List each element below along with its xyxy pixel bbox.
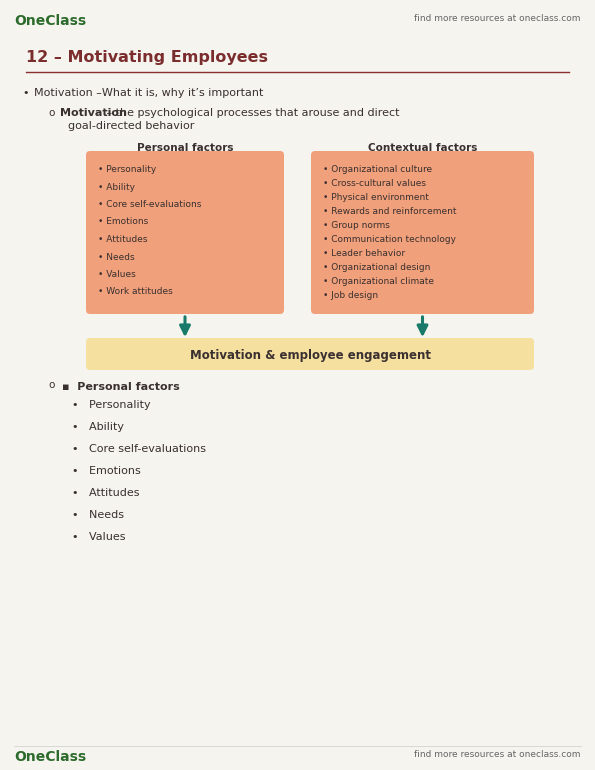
- Text: Contextual factors: Contextual factors: [368, 143, 477, 153]
- Text: • Attitudes: • Attitudes: [98, 235, 148, 244]
- FancyBboxPatch shape: [86, 338, 534, 370]
- Text: find more resources at oneclass.com: find more resources at oneclass.com: [415, 14, 581, 23]
- Text: •   Personality: • Personality: [72, 400, 151, 410]
- Text: o: o: [48, 108, 54, 118]
- Text: Personal factors: Personal factors: [137, 143, 233, 153]
- Text: o: o: [48, 380, 54, 390]
- Text: goal-directed behavior: goal-directed behavior: [68, 121, 195, 131]
- Text: • Rewards and reinforcement: • Rewards and reinforcement: [323, 207, 456, 216]
- Text: • Physical environment: • Physical environment: [323, 193, 429, 202]
- Text: •   Ability: • Ability: [72, 422, 124, 432]
- Text: • Organizational climate: • Organizational climate: [323, 277, 434, 286]
- Text: • Emotions: • Emotions: [98, 217, 148, 226]
- Text: – the psychological processes that arouse and direct: – the psychological processes that arous…: [103, 108, 399, 118]
- Text: find more resources at oneclass.com: find more resources at oneclass.com: [415, 750, 581, 759]
- Text: • Leader behavior: • Leader behavior: [323, 249, 405, 258]
- Text: • Ability: • Ability: [98, 182, 135, 192]
- Text: • Core self-evaluations: • Core self-evaluations: [98, 200, 201, 209]
- Text: •: •: [22, 88, 29, 98]
- FancyBboxPatch shape: [311, 151, 534, 314]
- Text: •   Values: • Values: [72, 532, 126, 542]
- Text: • Needs: • Needs: [98, 253, 134, 262]
- Text: • Work attitudes: • Work attitudes: [98, 287, 173, 296]
- Text: • Group norms: • Group norms: [323, 221, 390, 230]
- Text: •   Emotions: • Emotions: [72, 466, 141, 476]
- FancyBboxPatch shape: [86, 151, 284, 314]
- Text: •   Attitudes: • Attitudes: [72, 488, 139, 498]
- Text: • Organizational culture: • Organizational culture: [323, 165, 432, 174]
- Text: Motivation & employee engagement: Motivation & employee engagement: [189, 349, 431, 361]
- Text: ▪  Personal factors: ▪ Personal factors: [62, 382, 180, 392]
- Text: •   Core self-evaluations: • Core self-evaluations: [72, 444, 206, 454]
- Text: Motivation –What it is, why it’s important: Motivation –What it is, why it’s importa…: [34, 88, 264, 98]
- Text: • Organizational design: • Organizational design: [323, 263, 430, 272]
- Text: • Communication technology: • Communication technology: [323, 235, 456, 244]
- Text: •   Needs: • Needs: [72, 510, 124, 520]
- Text: • Personality: • Personality: [98, 165, 156, 174]
- Text: • Job design: • Job design: [323, 291, 378, 300]
- Text: 12 – Motivating Employees: 12 – Motivating Employees: [26, 50, 268, 65]
- Text: • Cross-cultural values: • Cross-cultural values: [323, 179, 426, 188]
- Text: OneClass: OneClass: [14, 750, 86, 764]
- Text: OneClass: OneClass: [14, 14, 86, 28]
- Text: • Values: • Values: [98, 270, 136, 279]
- Text: Motivation: Motivation: [60, 108, 127, 118]
